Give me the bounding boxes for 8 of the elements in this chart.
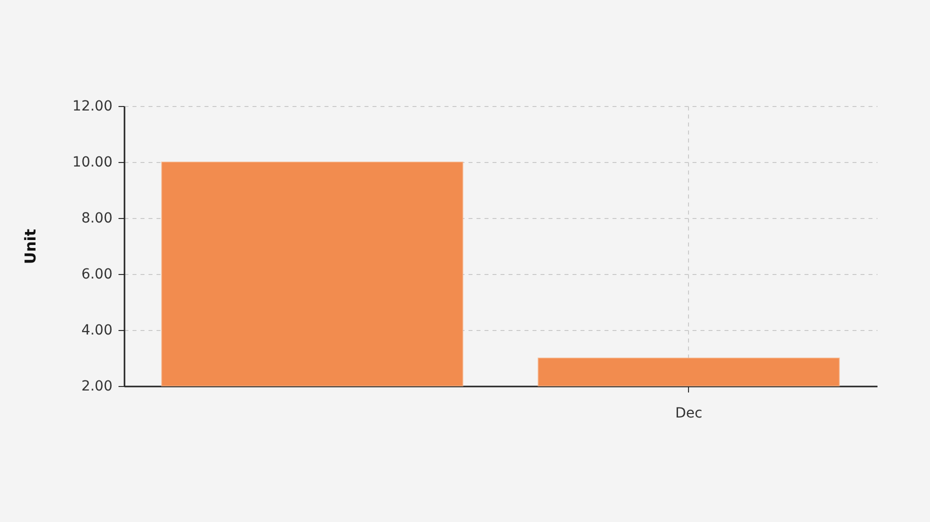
y-tick-label: 10.00: [72, 154, 112, 170]
y-tick-label: 4.00: [81, 322, 112, 338]
y-tick-label: 8.00: [81, 210, 112, 226]
y-tick-label: 6.00: [81, 266, 112, 282]
x-tick-label: Dec: [675, 406, 702, 422]
y-tick-label: 2.00: [81, 378, 112, 394]
y-tick-label: 12.00: [72, 98, 112, 114]
y-axis-title: Unit: [21, 228, 40, 264]
